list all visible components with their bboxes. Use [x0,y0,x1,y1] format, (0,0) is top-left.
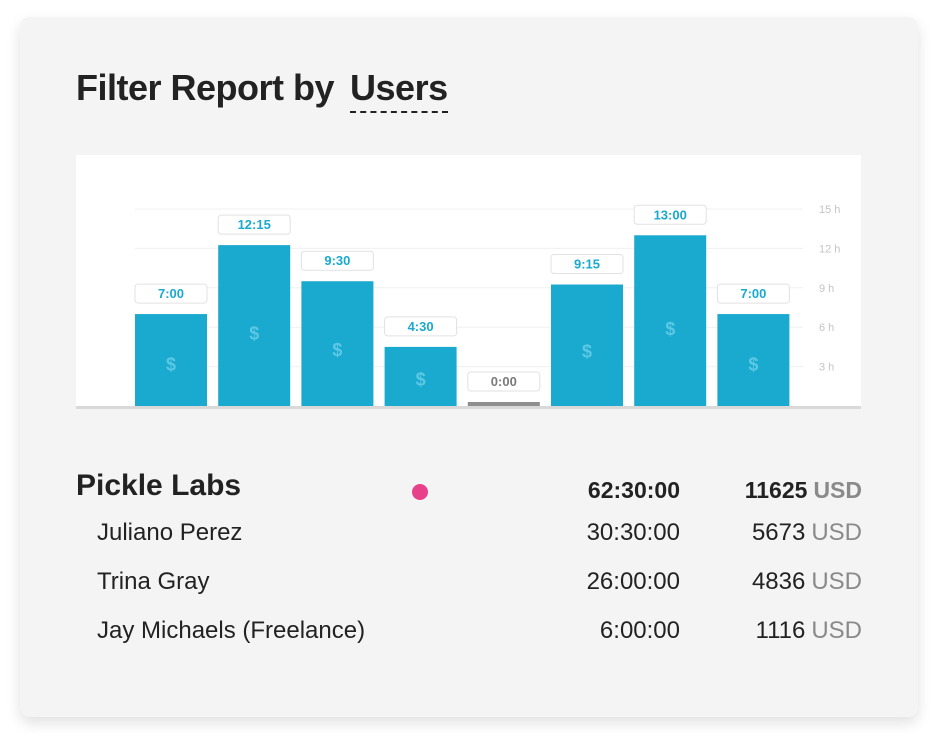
currency-label: USD [811,568,862,595]
data-label: 9:15 [574,257,600,272]
data-label-box [384,316,458,337]
data-label: 12:15 [238,217,271,232]
y-tick-label: 15 h [819,204,840,216]
summary-table: Pickle Labs 62:30:00 11625 USD Juliano Pe… [76,469,862,666]
bar[interactable] [717,314,790,406]
amount-value: 1116 [755,617,806,644]
filter-dropdown[interactable]: Users [350,67,448,113]
currency-label: USD [811,519,862,546]
user-name: Juliano Perez [97,519,243,546]
user-amount: 5673 USD [752,519,862,547]
title-prefix: Filter Report by [76,67,335,108]
chart-svg: 3 h 6 h 9 h 12 h 15 h $7:00 $12:15 $9:30 $4:30 0:… [76,204,861,409]
bar[interactable] [301,281,374,406]
data-label: 7:00 [740,286,766,301]
data-label: 0:00 [491,374,517,389]
bar[interactable] [634,235,707,406]
user-name: Trina Gray [97,568,210,595]
y-tick-label: 6 h [819,322,834,334]
bar[interactable] [135,314,207,406]
data-label-box [716,283,790,304]
data-label-box [300,250,374,271]
amount-value: 5673 [751,519,806,546]
data-label-box [550,254,624,275]
bar[interactable] [384,346,457,406]
company-row[interactable]: Pickle Labs 62:30:00 11625 USD [76,469,862,519]
company-total-amount: 11625 USD [745,477,862,504]
data-label: 9:30 [324,253,350,268]
bar[interactable] [551,284,623,406]
currency-label: USD [811,617,862,644]
data-label: 4:30 [408,319,434,334]
user-amount: 4836 USD [752,568,862,596]
bar[interactable] [467,402,540,406]
user-time: 6:00:00 [599,617,680,644]
hours-bar-chart: 3 h 6 h 9 h 12 h 15 h $7:00 $12:15 $9:30 $4:30 0:… [76,155,861,409]
data-label-box [633,204,707,225]
y-tick-label: 9 h [819,283,834,295]
amount-value: 11625 [744,477,808,503]
user-time: 30:30:00 [586,519,680,546]
y-tick-label: 3 h [819,362,834,374]
company-color-dot [412,484,428,500]
bar[interactable] [218,245,291,406]
y-tick-label: 12 h [819,243,840,255]
user-amount: 1116 USD [756,617,863,645]
report-title: Filter Report by Users [76,67,448,113]
dollar-icon: $ [332,340,342,360]
data-label-box [217,214,291,235]
company-name: Pickle Labs [76,469,242,502]
data-label-box [134,283,208,304]
dollar-icon: $ [416,369,426,389]
data-label: 13:00 [654,207,687,222]
user-name: Jay Michaels (Freelance) [97,617,366,644]
user-row[interactable]: Jay Michaels (Freelance) 6:00:00 1116 USD [76,617,862,666]
user-time: 26:00:00 [586,568,680,595]
user-row[interactable]: Juliano Perez 30:30:00 5673 USD [76,519,862,568]
data-label-box [467,371,541,392]
currency-label: USD [813,477,862,503]
amount-value: 4836 [751,568,806,595]
company-total-time: 62:30:00 [587,477,680,503]
dollar-icon: $ [249,324,259,344]
user-row[interactable]: Trina Gray 26:00:00 4836 USD [76,568,862,617]
dollar-icon: $ [582,341,592,361]
dollar-icon: $ [665,319,675,339]
dollar-icon: $ [748,355,758,375]
data-label: 7:00 [158,286,184,301]
dollar-icon: $ [166,355,176,375]
chart-baseline [76,406,861,409]
report-card: Filter Report by Users 3 h 6 h 9 h 12 h 15 h… [20,17,918,717]
